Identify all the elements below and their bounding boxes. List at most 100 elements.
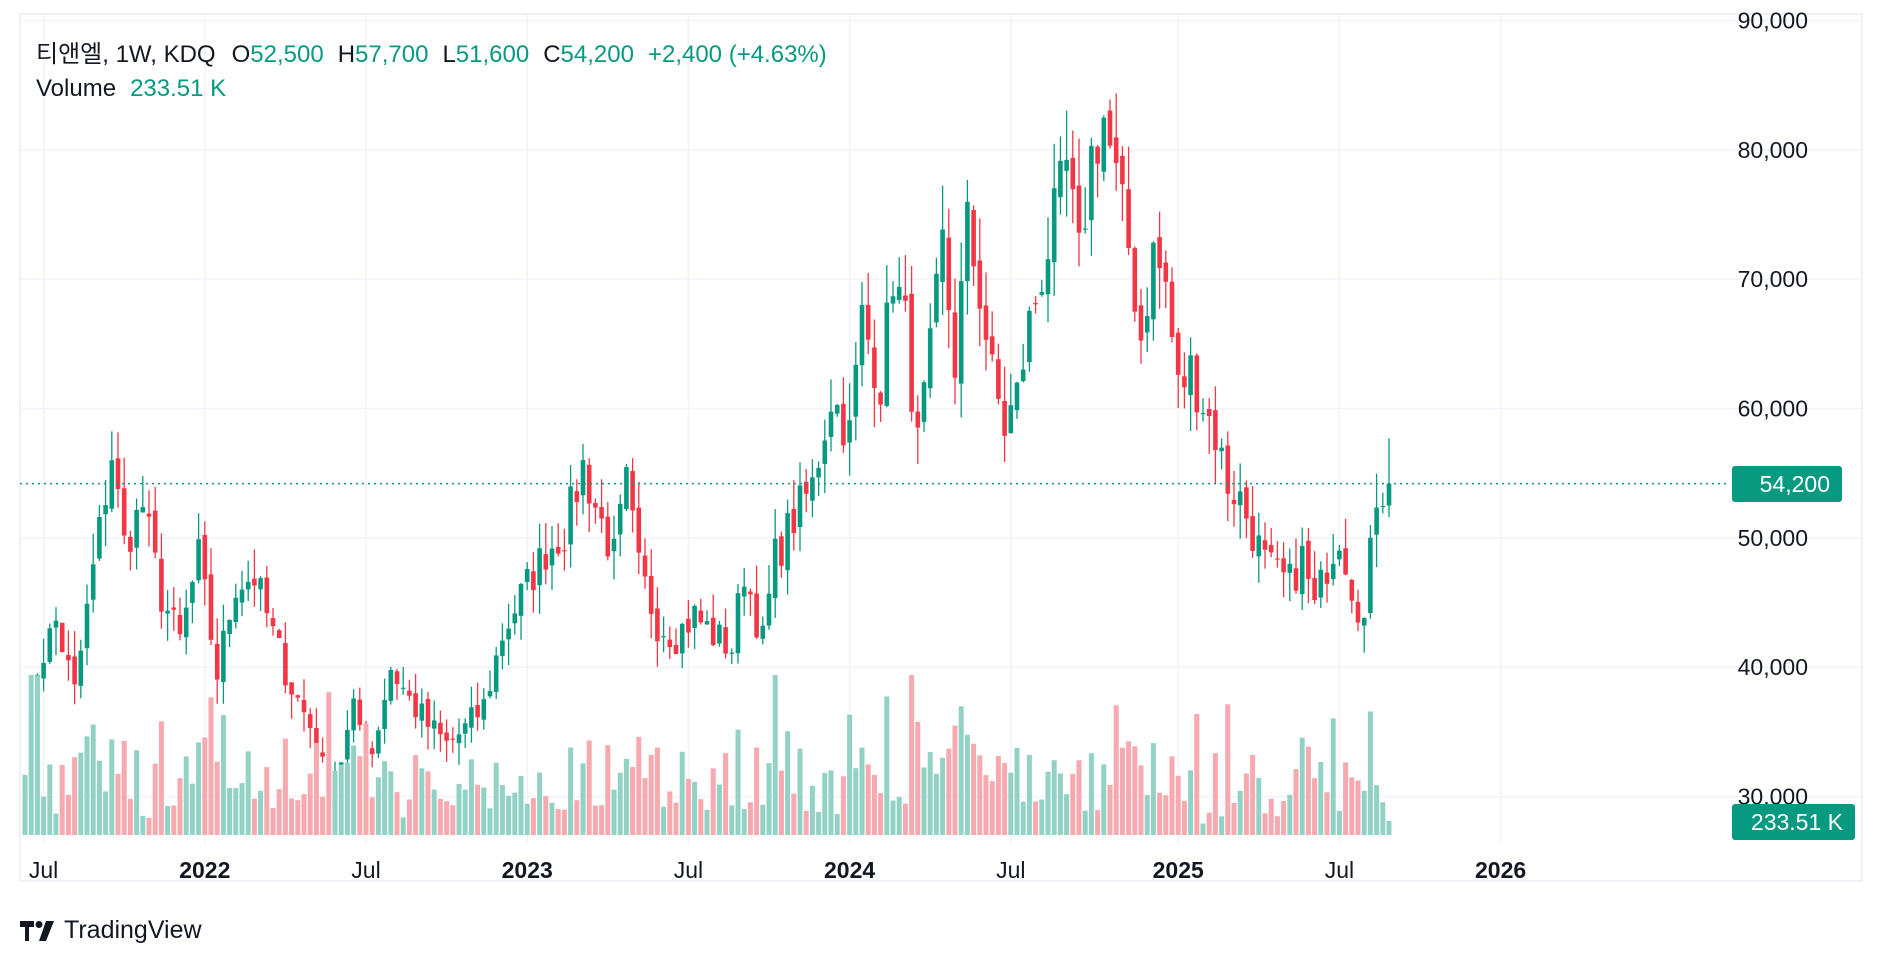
candle-body — [946, 237, 952, 311]
candle-body — [1361, 617, 1367, 626]
candle-body — [450, 738, 456, 740]
candle-body — [785, 513, 790, 571]
volume-bar — [245, 751, 251, 835]
candle-body — [1275, 558, 1280, 560]
candle-body — [568, 486, 573, 545]
candle-body — [1070, 157, 1076, 190]
volume-bar — [165, 806, 171, 835]
volume-bar — [1349, 777, 1355, 835]
candle-body — [772, 538, 778, 599]
candle-body — [419, 703, 425, 721]
volume-bar — [1002, 762, 1008, 835]
candle-body — [214, 643, 220, 680]
volume-bar — [1126, 741, 1132, 835]
candle-body — [1045, 259, 1051, 295]
candle-body — [648, 575, 654, 614]
candle-body — [1169, 281, 1175, 337]
ohlc-row: 티앤엘, 1W, KDQ O 52,500 H 57,700 L 51,600 C 54… — [36, 38, 841, 72]
candle-body — [673, 644, 679, 655]
candle-body — [971, 209, 976, 267]
tradingview-brand[interactable]: TradingView — [20, 916, 202, 945]
volume-bar — [1082, 810, 1088, 835]
volume-bar — [214, 761, 220, 835]
candle-body — [872, 347, 877, 389]
candle-body — [462, 723, 468, 734]
candle-body — [196, 539, 201, 581]
volume-bar — [406, 799, 412, 835]
volume-bar — [382, 761, 388, 835]
x-tick-label: Jul — [29, 857, 58, 883]
candle-body — [1194, 355, 1200, 413]
volume-bar — [1014, 747, 1020, 835]
candle-body — [1182, 376, 1187, 388]
candle-body — [1343, 548, 1348, 575]
candle-body — [512, 613, 518, 624]
candle-body — [103, 505, 108, 515]
candle-body — [754, 593, 759, 638]
candle-body — [797, 485, 803, 528]
candle-body — [1126, 189, 1131, 249]
candle-body — [580, 460, 586, 496]
volume-bar — [202, 737, 208, 835]
candle-body — [1213, 410, 1218, 451]
volume-bar — [444, 801, 450, 835]
volume-bar — [1101, 764, 1107, 835]
candle-body — [531, 571, 536, 591]
volume-bar — [716, 784, 722, 835]
volume-bar — [1293, 769, 1299, 835]
candle-body — [1231, 499, 1237, 505]
volume-bar — [1175, 775, 1181, 835]
volume-bar — [481, 787, 487, 835]
candle-body — [469, 707, 474, 728]
volume-bar — [1150, 743, 1156, 835]
candle-body — [1039, 291, 1045, 295]
candle-body — [1188, 355, 1193, 396]
volume-bar — [729, 805, 735, 835]
candle-body — [958, 281, 964, 384]
volume-bar — [803, 810, 809, 835]
volume-bar — [667, 791, 673, 835]
candle-body — [202, 535, 208, 580]
volume-bar — [1225, 704, 1231, 835]
volume-bar — [747, 802, 753, 835]
volume-bar — [704, 809, 710, 835]
candle-body — [605, 516, 611, 557]
volume-bar — [723, 753, 729, 835]
candle-body — [190, 582, 195, 603]
volume-bar — [239, 783, 245, 835]
volume-bar — [896, 796, 902, 835]
volume-bar — [902, 803, 908, 835]
volume-bar — [909, 675, 915, 835]
volume-bar — [518, 775, 524, 835]
candle-body — [1250, 516, 1255, 551]
volume-bar — [617, 772, 623, 835]
volume-bar — [971, 743, 977, 835]
volume-bar — [772, 675, 778, 835]
high-value: 57,700 — [355, 41, 429, 68]
volume-bar — [1076, 760, 1082, 835]
volume-bar — [1169, 756, 1175, 835]
volume-bar — [90, 724, 96, 835]
candle-body — [1281, 558, 1286, 573]
volume-bar — [1256, 778, 1262, 835]
volume-bar — [816, 812, 822, 835]
volume-bar — [568, 747, 574, 835]
candle-body — [1287, 563, 1293, 573]
volume-bar — [611, 789, 617, 835]
volume-bar — [1064, 794, 1070, 835]
volume-bar — [884, 696, 890, 835]
candle-body — [239, 589, 245, 603]
volume-bar — [1243, 773, 1249, 835]
volume-bar — [1020, 801, 1026, 835]
volume-bar — [1361, 790, 1367, 835]
volume-bar — [1355, 780, 1361, 835]
volume-bar — [1268, 798, 1274, 835]
candle-body — [1132, 248, 1138, 312]
candle-body — [1002, 401, 1007, 436]
candle-body — [1151, 242, 1156, 320]
volume-bar — [1057, 773, 1063, 835]
candle-body — [543, 554, 549, 570]
volume-row: Volume 233.51 K — [36, 72, 841, 106]
volume-bar — [1051, 760, 1057, 835]
